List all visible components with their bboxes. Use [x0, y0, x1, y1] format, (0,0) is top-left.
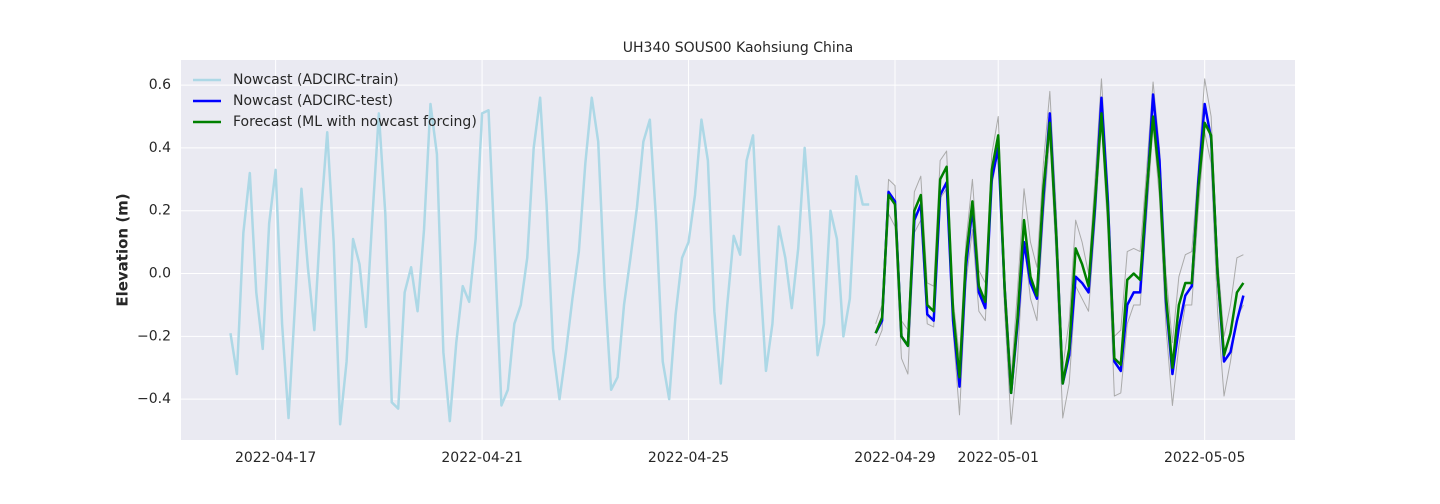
- series-line: [229, 96, 870, 426]
- chart-title: UH340 SOUS00 Kaohsiung China: [623, 40, 853, 56]
- y-tick-label: 0.2: [149, 203, 171, 219]
- x-tick-label: 2022-04-29: [854, 450, 935, 466]
- y-tick-label: 0.0: [149, 266, 171, 282]
- legend-label: Forecast (ML with nowcast forcing): [233, 114, 477, 130]
- legend-label: Nowcast (ADCIRC-train): [233, 72, 399, 88]
- x-tick-label: 2022-04-25: [648, 450, 729, 466]
- legend-label: Nowcast (ADCIRC-test): [233, 93, 393, 109]
- y-axis-label: Elevation (m): [114, 193, 132, 306]
- y-tick-label: 0.4: [149, 140, 171, 156]
- x-tick-label: 2022-05-01: [958, 450, 1039, 466]
- x-tick-label: 2022-04-17: [235, 450, 316, 466]
- labels: UH340 SOUS00 Kaohsiung China Elevation (…: [114, 40, 1246, 466]
- y-tick-label: −0.2: [137, 328, 171, 344]
- x-tick-label: 2022-04-21: [441, 450, 522, 466]
- y-tick-label: −0.4: [137, 391, 171, 407]
- series-line: [874, 112, 1245, 395]
- y-tick-label: 0.6: [149, 77, 171, 93]
- lines: [229, 78, 1245, 426]
- legend: Nowcast (ADCIRC-train) Nowcast (ADCIRC-te…: [193, 72, 477, 130]
- x-tick-label: 2022-05-05: [1164, 450, 1245, 466]
